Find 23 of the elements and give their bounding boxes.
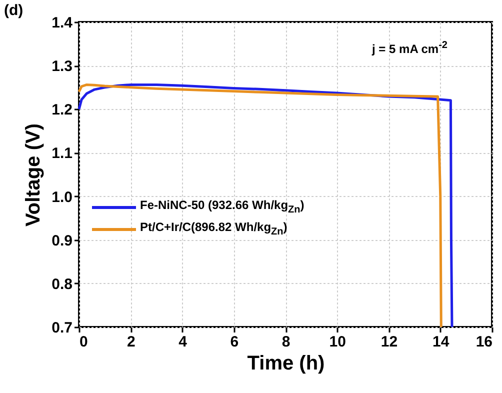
y-tick-label: 1.2: [52, 102, 72, 119]
y-tick-label: 0.9: [52, 232, 72, 250]
x-tick-label: 6: [230, 334, 239, 350]
y-tick-label: 1.3: [52, 58, 72, 76]
y-tick-label: 0.7: [52, 320, 72, 336]
text: (d): [4, 2, 24, 19]
x-tick-label: 4: [178, 334, 188, 350]
x-tick-label: 2: [126, 334, 136, 350]
x-tick-label: 8: [282, 334, 290, 350]
y-axis-title: Voltage (V): [22, 124, 45, 226]
annotation: j = 5 mA cm$^{-2}$: [372, 40, 448, 56]
x-tick-label: 10: [329, 334, 346, 350]
x-tick-label: 0: [80, 334, 88, 350]
legend-label: Fe-NiNC-50 (932.66 Wh/kg$_{Zn}$): [140, 198, 304, 216]
x-tick-label: 12: [380, 334, 398, 350]
y-tick-label: 1.0: [52, 188, 72, 206]
y-tick-label: 1.1: [52, 145, 72, 162]
legend-label: Pt/C+Ir/C(896.82 Wh/kg$_{Zn}$): [140, 220, 288, 238]
x-axis-title: Time (h): [247, 352, 325, 374]
x-tick-label: 14: [432, 334, 450, 350]
x-tick-label: 16: [476, 334, 492, 350]
y-tick-label: 1.4: [52, 14, 74, 32]
y-tick-label: 0.8: [52, 276, 72, 293]
